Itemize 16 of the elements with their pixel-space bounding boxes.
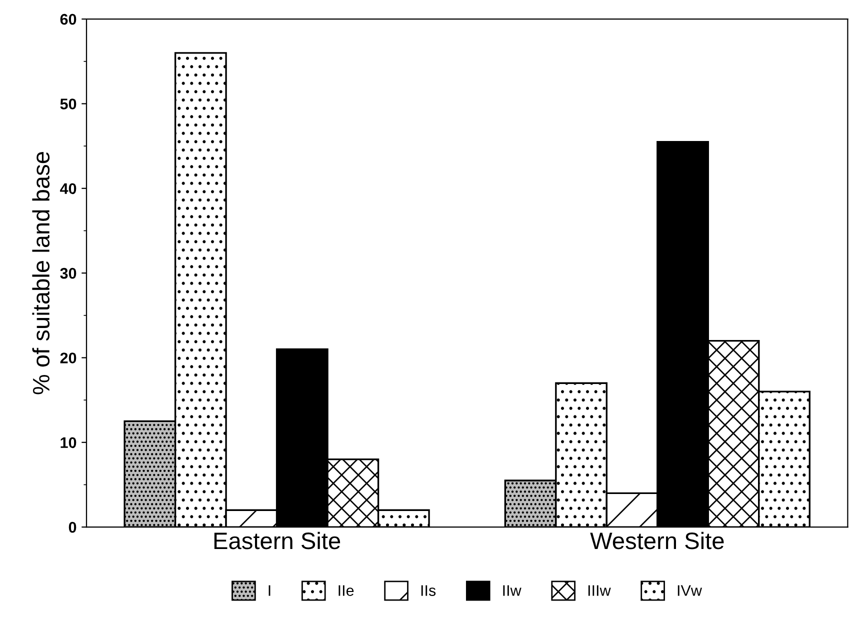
legend-label: IIe [338,585,354,596]
legend-label: IIs [421,585,436,596]
y-tick-label: 40 [60,183,76,194]
x-tick-label: Western Site [590,532,724,550]
legend-label: IVw [678,585,702,596]
legend-label: IIw [503,585,522,596]
y-tick-label: 20 [60,352,76,364]
y-tick-label: 60 [60,14,76,25]
y-tick-label: 30 [60,268,76,279]
y-axis-title: % of suitable land base [32,152,50,394]
y-tick-label: 10 [60,437,76,448]
x-tick-label: Eastern Site [214,532,340,550]
legend-label: I [268,585,270,596]
y-tick-label: 50 [60,98,76,110]
y-tick-label: 0 [68,522,76,533]
legend-label: IIIw [588,585,611,596]
